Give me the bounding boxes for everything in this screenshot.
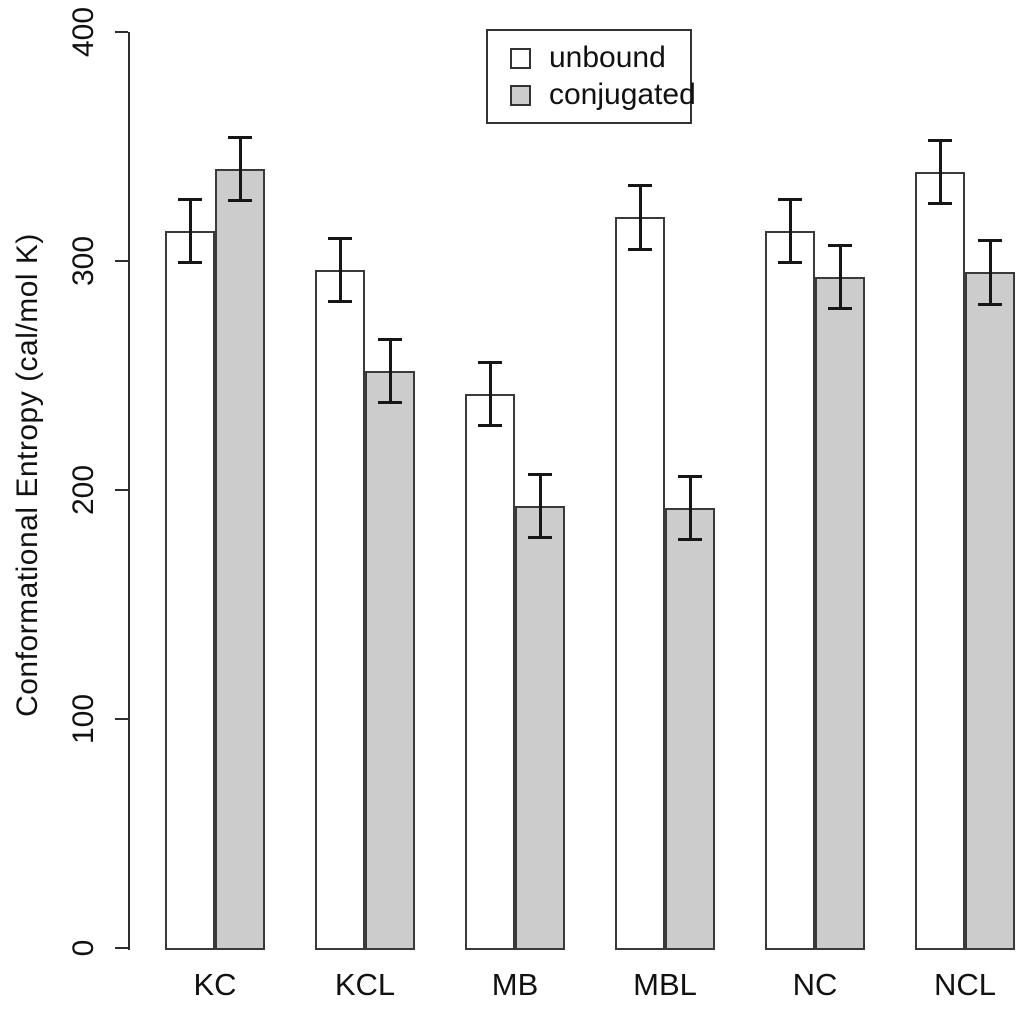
bar-conjugated-MB — [515, 506, 565, 950]
error-bar-cap-bottom-conjugated-KC — [228, 199, 252, 203]
error-bar-cap-top-unbound-NCL — [928, 138, 952, 142]
bar-unbound-NCL — [915, 171, 965, 950]
error-bar-cap-top-conjugated-NC — [828, 243, 852, 247]
bar-conjugated-MBL — [665, 508, 715, 950]
y-axis-title: Conformational Entropy (cal/mol K) — [0, 0, 56, 950]
y-tick-label-0: 0 — [67, 939, 100, 957]
error-bar-line-unbound-KCL — [338, 238, 342, 303]
error-bar-cap-bottom-unbound-NCL — [928, 201, 952, 205]
bar-unbound-NC — [765, 231, 815, 950]
error-bar-cap-bottom-unbound-MBL — [628, 247, 652, 251]
bar-unbound-MB — [465, 393, 515, 950]
error-bar-cap-bottom-unbound-NC — [778, 261, 802, 265]
legend-label-unbound: unbound — [549, 41, 666, 74]
error-bar-line-unbound-KC — [188, 199, 192, 264]
error-bar-cap-top-unbound-MB — [478, 360, 502, 364]
error-bar-cap-top-unbound-NC — [778, 198, 802, 202]
error-bar-line-conjugated-NC — [838, 244, 842, 310]
error-bar-cap-bottom-conjugated-NCL — [978, 302, 1002, 306]
error-bar-line-unbound-NC — [788, 199, 792, 264]
error-bar-cap-bottom-conjugated-KCL — [378, 400, 402, 404]
error-bar-line-conjugated-NCL — [988, 240, 992, 305]
bar-conjugated-KCL — [365, 370, 415, 950]
x-tick-label-KCL: KCL — [334, 967, 396, 1002]
y-axis-line — [128, 32, 130, 950]
legend-label-conjugated: conjugated — [549, 78, 696, 111]
bar-conjugated-KC — [215, 169, 265, 950]
legend-swatch-unbound — [510, 47, 531, 69]
y-tick-100 — [115, 718, 128, 720]
error-bar-line-unbound-MB — [488, 361, 492, 426]
error-bar-cap-bottom-conjugated-NC — [828, 307, 852, 311]
error-bar-cap-top-unbound-KC — [178, 198, 202, 202]
bar-unbound-KC — [165, 231, 215, 950]
error-bar-cap-bottom-unbound-KC — [178, 261, 202, 265]
y-tick-label-300: 300 — [67, 235, 100, 287]
y-tick-0 — [115, 947, 128, 949]
legend-row-conjugated: conjugated — [510, 80, 696, 110]
y-tick-label-100: 100 — [67, 693, 100, 745]
error-bar-cap-top-unbound-MBL — [628, 184, 652, 188]
x-tick-label-NC: NC — [792, 967, 838, 1002]
y-tick-label-400: 400 — [67, 6, 100, 58]
error-bar-cap-bottom-conjugated-MB — [528, 536, 552, 540]
error-bar-line-unbound-NCL — [938, 139, 942, 204]
error-bar-line-conjugated-MBL — [688, 476, 692, 541]
x-tick-label-MB: MB — [491, 967, 539, 1002]
x-tick-label-NCL: NCL — [933, 967, 997, 1002]
x-tick-label-MBL: MBL — [633, 967, 697, 1002]
y-tick-300 — [115, 260, 128, 262]
error-bar-cap-top-conjugated-KCL — [378, 337, 402, 341]
error-bar-line-conjugated-MB — [538, 473, 542, 539]
y-tick-400 — [115, 31, 128, 33]
bar-conjugated-NCL — [965, 272, 1015, 950]
error-bar-cap-top-conjugated-NCL — [978, 239, 1002, 243]
bar-conjugated-NC — [815, 277, 865, 950]
legend-row-unbound: unbound — [510, 43, 690, 73]
error-bar-cap-top-conjugated-KC — [228, 136, 252, 140]
legend-swatch-conjugated — [510, 84, 531, 106]
error-bar-cap-bottom-unbound-MB — [478, 423, 502, 427]
y-tick-200 — [115, 489, 128, 491]
legend: unbound conjugated — [486, 29, 696, 124]
error-bar-cap-bottom-conjugated-MBL — [678, 538, 702, 542]
error-bar-line-conjugated-KC — [238, 137, 242, 202]
error-bar-line-unbound-MBL — [638, 185, 642, 250]
x-tick-label-KC: KC — [193, 967, 237, 1002]
error-bar-cap-top-unbound-KCL — [328, 237, 352, 241]
error-bar-cap-top-conjugated-MB — [528, 472, 552, 476]
error-bar-line-conjugated-KCL — [388, 338, 392, 403]
y-tick-label-200: 200 — [67, 464, 100, 516]
y-axis-title-text: Conformational Entropy (cal/mol K) — [11, 233, 45, 717]
error-bar-cap-top-conjugated-MBL — [678, 475, 702, 479]
bar-unbound-MBL — [615, 217, 665, 950]
bar-unbound-KCL — [315, 270, 365, 950]
error-bar-cap-bottom-unbound-KCL — [328, 300, 352, 304]
